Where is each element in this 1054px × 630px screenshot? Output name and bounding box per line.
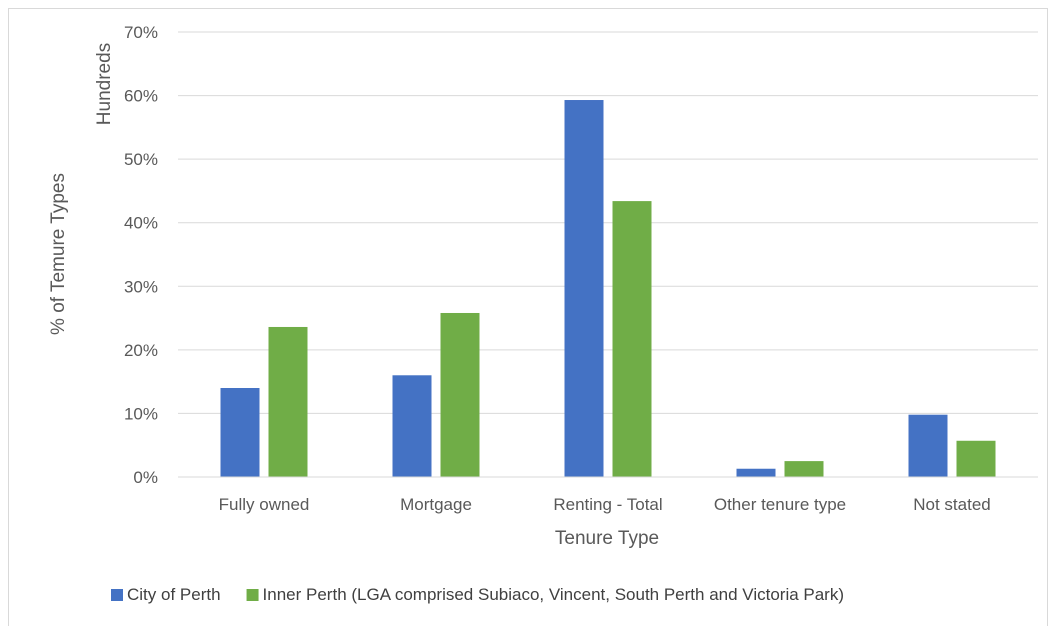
y-tick-label: 30% [124,277,158,296]
bar-city-of-perth [220,388,260,477]
x-tick-label: Other tenure type [714,495,846,514]
legend-swatch [246,589,259,601]
x-tick-label: Renting - Total [553,495,662,514]
bars [220,100,996,478]
bar-inner-perth [612,201,652,477]
bar-city-of-perth [392,375,432,477]
x-axis-title: Tenure Type [555,528,659,549]
x-tick-label: Mortgage [400,495,472,514]
y-tick-label: 60% [124,87,158,106]
bar-city-of-perth [736,468,776,477]
y-axis-title: % of Temure Types [48,173,69,335]
y-tick-label: 70% [124,23,158,42]
y-tick-label: 0% [133,468,158,487]
legend-label: City of Perth [127,585,221,604]
legend: City of Perth Inner Perth (LGA comprised … [111,585,844,604]
y-axis-ticks: 0% 10% 20% 30% 40% 50% 60% 70% [124,23,158,487]
chart-frame [8,8,1048,626]
bar-city-of-perth [908,414,948,477]
y-tick-label: 40% [124,214,158,233]
bar-city-of-perth [564,100,604,478]
x-tick-label: Not stated [913,495,991,514]
y-tick-label: 20% [124,341,158,360]
legend-swatch [111,589,123,601]
bar-inner-perth [440,312,480,477]
bar-inner-perth [784,461,824,477]
bar-inner-perth [268,326,308,477]
x-tick-label: Fully owned [219,495,310,514]
y-tick-label: 10% [124,404,158,423]
display-unit-label: Hundreds [94,43,115,125]
legend-label: Inner Perth (LGA comprised Subiaco, Vinc… [263,585,844,604]
gridlines [178,31,1038,414]
bar-inner-perth [956,440,996,477]
y-tick-label: 50% [124,150,158,169]
x-axis-ticks: Fully owned Mortgage Renting - Total Other … [219,495,991,514]
